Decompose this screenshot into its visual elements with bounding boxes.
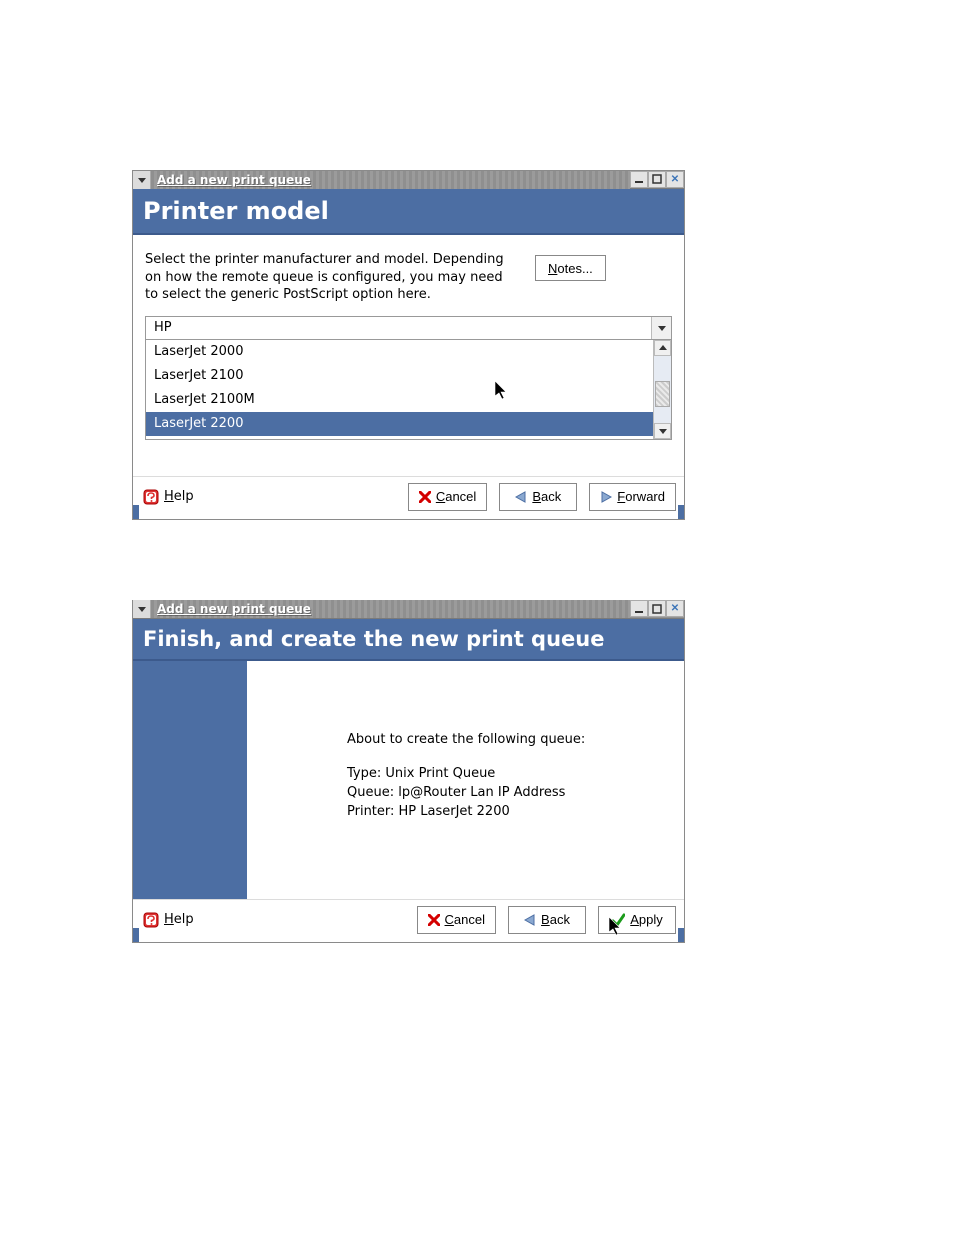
help-button[interactable]: Help [141, 489, 194, 505]
cancel-icon [428, 914, 440, 926]
model-list[interactable]: LaserJet 2000 LaserJet 2100 LaserJet 210… [146, 340, 653, 439]
back-button[interactable]: Back [499, 483, 577, 511]
cancel-icon [419, 491, 431, 503]
model-item[interactable]: LaserJet 2000 [146, 340, 653, 364]
dialog-finish: Add a new print queue ✕ Finish, and crea… [132, 600, 685, 943]
model-listbox: LaserJet 2000 LaserJet 2100 LaserJet 210… [145, 340, 672, 440]
summary-queue: Queue: lp@Router Lan IP Address [347, 784, 664, 803]
titlebar: Add a new print queue ✕ [133, 601, 684, 619]
close-button[interactable]: ✕ [666, 171, 684, 188]
help-icon [143, 489, 159, 505]
window-menu-button[interactable] [133, 600, 151, 618]
window-controls: ✕ [630, 600, 684, 618]
forward-icon [600, 491, 612, 503]
scroll-down-button[interactable] [654, 423, 671, 439]
help-icon [143, 912, 159, 928]
minimize-button[interactable] [630, 600, 648, 617]
notes-rest: otes... [557, 261, 592, 276]
scroll-thumb[interactable] [655, 381, 670, 407]
instruction-text: Select the printer manufacturer and mode… [145, 251, 505, 304]
edge-accent [133, 505, 139, 519]
minimize-button[interactable] [630, 171, 648, 188]
apply-button[interactable]: Apply [598, 906, 676, 934]
maximize-button[interactable] [648, 600, 666, 617]
help-button[interactable]: Help [141, 912, 194, 928]
side-panel [133, 661, 247, 899]
close-button[interactable]: ✕ [666, 600, 684, 617]
scroll-track[interactable] [654, 356, 671, 423]
summary-printer: Printer: HP LaserJet 2200 [347, 803, 664, 822]
maximize-button[interactable] [648, 171, 666, 188]
scrollbar[interactable] [653, 340, 671, 439]
page-banner: Finish, and create the new print queue [133, 619, 684, 661]
manufacturer-select[interactable]: HP [145, 316, 672, 340]
summary-text: About to create the following queue: Typ… [247, 661, 684, 899]
model-item[interactable]: LaserJet 2100M [146, 388, 653, 412]
window-title: Add a new print queue [151, 600, 630, 618]
manufacturer-value: HP [146, 320, 651, 335]
back-icon [524, 914, 536, 926]
cancel-button[interactable]: Cancel [417, 906, 496, 934]
model-item[interactable]: LaserJet 2100 [146, 364, 653, 388]
dropdown-arrow-icon [651, 317, 671, 339]
notes-mnemonic: N [548, 261, 557, 276]
dialog-printer-model: Add a new print queue ✕ Printer model Se… [132, 170, 685, 520]
window-title: Add a new print queue [151, 171, 630, 189]
back-icon [515, 491, 527, 503]
forward-button[interactable]: Forward [589, 483, 676, 511]
button-bar: Help Cancel Back Forward [133, 476, 684, 519]
notes-button[interactable]: Notes... [535, 255, 606, 281]
window-controls: ✕ [630, 171, 684, 189]
scroll-up-button[interactable] [654, 340, 671, 356]
page-banner: Printer model [133, 189, 684, 235]
content-area: About to create the following queue: Typ… [133, 661, 684, 899]
titlebar: Add a new print queue ✕ [133, 171, 684, 189]
button-bar: Help Cancel Back Apply [133, 899, 684, 942]
edge-accent [133, 928, 139, 942]
summary-lead: About to create the following queue: [347, 731, 664, 750]
edge-accent [678, 505, 684, 519]
summary-type: Type: Unix Print Queue [347, 765, 664, 784]
content-area: Select the printer manufacturer and mode… [133, 235, 684, 476]
apply-icon [611, 913, 625, 927]
window-menu-button[interactable] [133, 171, 151, 189]
model-item-selected[interactable]: LaserJet 2200 [146, 412, 653, 436]
edge-accent [678, 928, 684, 942]
back-button[interactable]: Back [508, 906, 586, 934]
cancel-button[interactable]: Cancel [408, 483, 487, 511]
